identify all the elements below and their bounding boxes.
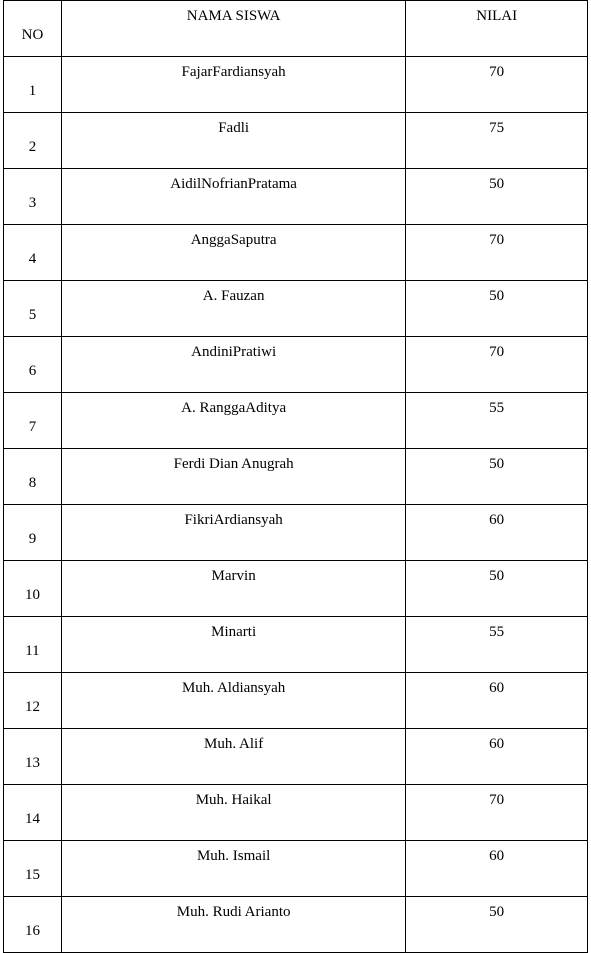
table-header-row: NO NAMA SISWA NILAI xyxy=(4,1,588,57)
column-header-nilai: NILAI xyxy=(406,1,588,57)
table-row: 16 Muh. Rudi Arianto 50 xyxy=(4,897,588,953)
cell-no: 1 xyxy=(4,57,62,113)
table-row: 7 A. RanggaAditya 55 xyxy=(4,393,588,449)
table-row: 6 AndiniPratiwi 70 xyxy=(4,337,588,393)
cell-no: 16 xyxy=(4,897,62,953)
cell-nama: Muh. Ismail xyxy=(61,841,405,897)
cell-nilai: 60 xyxy=(406,505,588,561)
cell-no: 8 xyxy=(4,449,62,505)
cell-nilai: 60 xyxy=(406,729,588,785)
cell-nama: Marvin xyxy=(61,561,405,617)
cell-nilai: 50 xyxy=(406,281,588,337)
cell-nama: AidilNofrianPratama xyxy=(61,169,405,225)
cell-nama: A. Fauzan xyxy=(61,281,405,337)
cell-no: 7 xyxy=(4,393,62,449)
cell-nama: Muh. Haikal xyxy=(61,785,405,841)
table-row: 4 AnggaSaputra 70 xyxy=(4,225,588,281)
cell-nilai: 55 xyxy=(406,617,588,673)
cell-nilai: 55 xyxy=(406,393,588,449)
table-row: 14 Muh. Haikal 70 xyxy=(4,785,588,841)
cell-nama: Minarti xyxy=(61,617,405,673)
cell-nama: FajarFardiansyah xyxy=(61,57,405,113)
table-row: 11 Minarti 55 xyxy=(4,617,588,673)
cell-no: 15 xyxy=(4,841,62,897)
table-row: 8 Ferdi Dian Anugrah 50 xyxy=(4,449,588,505)
table-row: 3 AidilNofrianPratama 50 xyxy=(4,169,588,225)
cell-nilai: 70 xyxy=(406,225,588,281)
cell-no: 9 xyxy=(4,505,62,561)
table-row: 10 Marvin 50 xyxy=(4,561,588,617)
cell-nilai: 75 xyxy=(406,113,588,169)
cell-nama: FikriArdiansyah xyxy=(61,505,405,561)
cell-no: 2 xyxy=(4,113,62,169)
table-row: 1 FajarFardiansyah 70 xyxy=(4,57,588,113)
cell-no: 4 xyxy=(4,225,62,281)
table-row: 9 FikriArdiansyah 60 xyxy=(4,505,588,561)
cell-no: 12 xyxy=(4,673,62,729)
cell-nama: Fadli xyxy=(61,113,405,169)
cell-nilai: 50 xyxy=(406,449,588,505)
cell-no: 14 xyxy=(4,785,62,841)
cell-nilai: 60 xyxy=(406,673,588,729)
column-header-no: NO xyxy=(4,1,62,57)
cell-no: 5 xyxy=(4,281,62,337)
column-header-nama: NAMA SISWA xyxy=(61,1,405,57)
cell-nama: AndiniPratiwi xyxy=(61,337,405,393)
table-row: 5 A. Fauzan 50 xyxy=(4,281,588,337)
cell-nilai: 70 xyxy=(406,337,588,393)
cell-no: 3 xyxy=(4,169,62,225)
student-grades-table: NO NAMA SISWA NILAI 1 FajarFardiansyah 7… xyxy=(3,0,588,953)
cell-nama: AnggaSaputra xyxy=(61,225,405,281)
cell-nama: Ferdi Dian Anugrah xyxy=(61,449,405,505)
table-row: 13 Muh. Alif 60 xyxy=(4,729,588,785)
table-row: 2 Fadli 75 xyxy=(4,113,588,169)
cell-nama: Muh. Alif xyxy=(61,729,405,785)
cell-nilai: 70 xyxy=(406,57,588,113)
table-row: 12 Muh. Aldiansyah 60 xyxy=(4,673,588,729)
cell-no: 6 xyxy=(4,337,62,393)
cell-nilai: 70 xyxy=(406,785,588,841)
cell-nilai: 50 xyxy=(406,561,588,617)
cell-nama: Muh. Aldiansyah xyxy=(61,673,405,729)
cell-nilai: 50 xyxy=(406,169,588,225)
cell-nama: Muh. Rudi Arianto xyxy=(61,897,405,953)
cell-no: 13 xyxy=(4,729,62,785)
cell-nama: A. RanggaAditya xyxy=(61,393,405,449)
cell-no: 10 xyxy=(4,561,62,617)
cell-nilai: 60 xyxy=(406,841,588,897)
cell-nilai: 50 xyxy=(406,897,588,953)
table-row: 15 Muh. Ismail 60 xyxy=(4,841,588,897)
cell-no: 11 xyxy=(4,617,62,673)
